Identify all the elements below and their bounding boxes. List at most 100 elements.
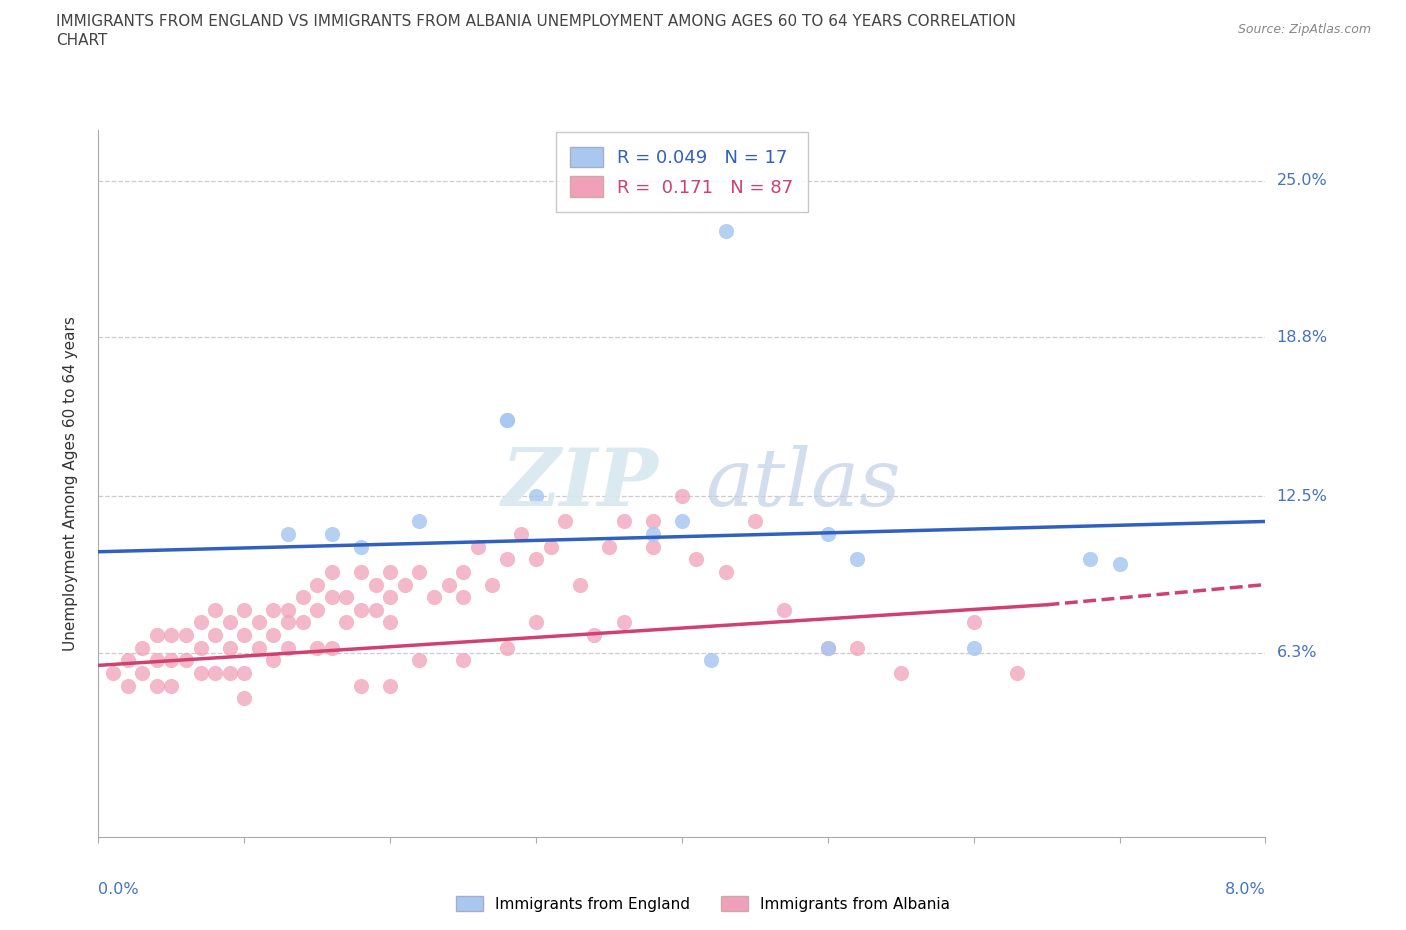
Point [817, 640, 839, 655]
Point [307, 603, 329, 618]
Point [233, 628, 256, 643]
Point [262, 653, 284, 668]
Point [1080, 551, 1102, 566]
Point [131, 666, 153, 681]
Point [204, 603, 226, 618]
Point [496, 413, 519, 428]
Point [671, 489, 693, 504]
Point [641, 539, 664, 554]
Text: atlas: atlas [706, 445, 901, 523]
Point [117, 678, 139, 693]
Point [1108, 557, 1130, 572]
Point [233, 666, 256, 681]
Point [394, 578, 416, 592]
Point [350, 539, 373, 554]
Point [350, 678, 373, 693]
Point [146, 653, 169, 668]
Point [378, 615, 402, 630]
Point [335, 615, 357, 630]
Point [146, 678, 169, 693]
Point [218, 666, 240, 681]
Text: 18.8%: 18.8% [1277, 330, 1327, 345]
Point [612, 514, 634, 529]
Point [364, 578, 387, 592]
Point [101, 666, 124, 681]
Point [408, 565, 430, 579]
Point [423, 590, 446, 604]
Point [218, 615, 240, 630]
Text: CHART: CHART [56, 33, 108, 47]
Point [700, 653, 723, 668]
Point [174, 628, 197, 643]
Point [408, 514, 430, 529]
Point [321, 640, 343, 655]
Point [451, 565, 474, 579]
Point [845, 640, 868, 655]
Point [321, 590, 343, 604]
Point [510, 526, 533, 541]
Text: 25.0%: 25.0% [1277, 173, 1327, 188]
Point [350, 603, 373, 618]
Y-axis label: Unemployment Among Ages 60 to 64 years: Unemployment Among Ages 60 to 64 years [63, 316, 77, 651]
Point [744, 514, 766, 529]
Point [641, 526, 664, 541]
Point [524, 551, 547, 566]
Point [277, 615, 299, 630]
Point [321, 565, 343, 579]
Point [1007, 666, 1029, 681]
Point [540, 539, 562, 554]
Point [451, 653, 474, 668]
Point [277, 526, 299, 541]
Point [481, 578, 503, 592]
Point [612, 615, 634, 630]
Point [146, 628, 169, 643]
Text: IMMIGRANTS FROM ENGLAND VS IMMIGRANTS FROM ALBANIA UNEMPLOYMENT AMONG AGES 60 TO: IMMIGRANTS FROM ENGLAND VS IMMIGRANTS FR… [56, 14, 1017, 29]
Point [378, 565, 402, 579]
Point [467, 539, 489, 554]
Point [451, 590, 474, 604]
Point [378, 678, 402, 693]
Legend: R = 0.049   N = 17, R =  0.171   N = 87: R = 0.049 N = 17, R = 0.171 N = 87 [555, 132, 808, 212]
Point [190, 615, 212, 630]
Point [496, 413, 519, 428]
Point [233, 603, 256, 618]
Point [598, 539, 620, 554]
Point [174, 653, 197, 668]
Point [117, 653, 139, 668]
Point [131, 640, 153, 655]
Point [817, 640, 839, 655]
Point [524, 489, 547, 504]
Text: 0.0%: 0.0% [98, 883, 139, 897]
Point [554, 514, 576, 529]
Point [524, 615, 547, 630]
Point [408, 653, 430, 668]
Point [671, 514, 693, 529]
Point [378, 590, 402, 604]
Point [233, 691, 256, 706]
Point [218, 640, 240, 655]
Point [714, 565, 737, 579]
Point [307, 578, 329, 592]
Point [247, 640, 270, 655]
Point [962, 615, 984, 630]
Text: 6.3%: 6.3% [1277, 645, 1317, 660]
Point [307, 640, 329, 655]
Text: Source: ZipAtlas.com: Source: ZipAtlas.com [1237, 23, 1371, 36]
Point [350, 565, 373, 579]
Point [291, 615, 314, 630]
Point [160, 653, 183, 668]
Text: ZIP: ZIP [502, 445, 658, 523]
Point [262, 603, 284, 618]
Point [262, 628, 284, 643]
Point [160, 678, 183, 693]
Point [496, 640, 519, 655]
Point [321, 526, 343, 541]
Point [437, 578, 460, 592]
Point [568, 578, 591, 592]
Point [364, 603, 387, 618]
Point [890, 666, 912, 681]
Point [204, 628, 226, 643]
Point [190, 666, 212, 681]
Point [583, 628, 606, 643]
Point [641, 514, 664, 529]
